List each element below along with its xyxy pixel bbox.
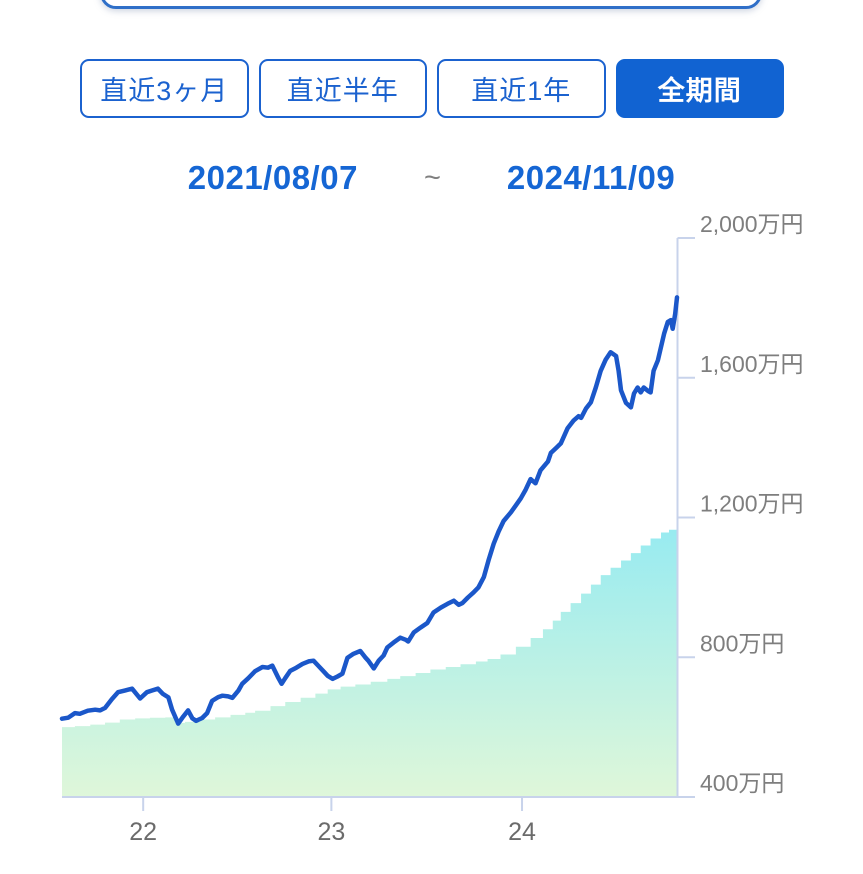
y-tick-label: 1,600万円 — [700, 351, 804, 377]
x-tick-label: 22 — [129, 818, 157, 846]
y-tick-label: 800万円 — [700, 630, 784, 656]
y-tick-label: 400万円 — [700, 770, 784, 796]
total-assets-line — [59, 295, 680, 726]
principal-area — [62, 527, 677, 797]
date-range-end: 2024/11/09 — [506, 159, 676, 196]
period-button-1year[interactable]: 直近1年 — [437, 59, 606, 118]
period-button-3months[interactable]: 直近3ヶ月 — [80, 59, 249, 118]
date-range: 2021/08/07 ~ 2024/11/09 — [0, 158, 863, 198]
y-tick-label: 2,000万円 — [700, 211, 804, 237]
x-tick-label: 23 — [317, 818, 345, 846]
date-range-separator: ~ — [423, 161, 441, 194]
period-filter-group: 直近3ヶ月 直近半年 直近1年 全期間 — [80, 59, 784, 118]
x-tick-label: 24 — [508, 818, 536, 846]
y-tick-label: 1,200万円 — [700, 491, 804, 517]
period-button-all[interactable]: 全期間 — [615, 59, 784, 118]
period-button-half-year[interactable]: 直近半年 — [258, 59, 427, 118]
date-range-start: 2021/08/07 — [187, 159, 358, 196]
